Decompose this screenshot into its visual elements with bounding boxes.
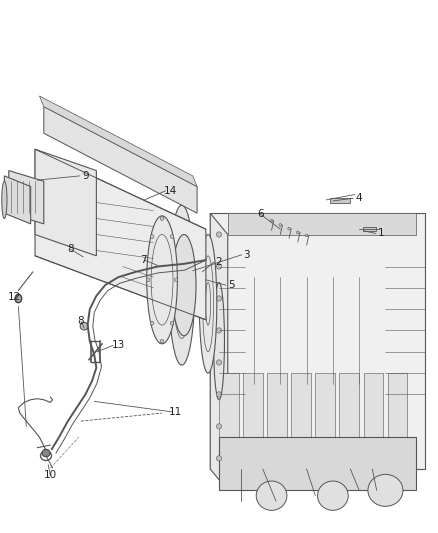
Text: 10: 10: [44, 471, 57, 480]
Text: 1: 1: [378, 229, 385, 238]
Polygon shape: [291, 373, 311, 469]
Ellipse shape: [318, 481, 348, 511]
Polygon shape: [267, 373, 287, 469]
Polygon shape: [388, 373, 407, 469]
Ellipse shape: [216, 360, 222, 365]
Ellipse shape: [160, 217, 164, 221]
Ellipse shape: [42, 449, 50, 457]
Text: 14: 14: [164, 186, 177, 196]
Ellipse shape: [270, 220, 273, 222]
Ellipse shape: [199, 235, 217, 373]
Polygon shape: [219, 437, 416, 490]
Text: 2: 2: [215, 257, 223, 267]
Ellipse shape: [279, 224, 282, 226]
Polygon shape: [219, 373, 239, 469]
Ellipse shape: [216, 232, 222, 237]
Ellipse shape: [147, 216, 177, 344]
Text: 3: 3: [243, 250, 250, 260]
Ellipse shape: [216, 456, 222, 461]
Ellipse shape: [150, 321, 154, 325]
Text: 11: 11: [169, 407, 182, 417]
Polygon shape: [363, 227, 376, 231]
Ellipse shape: [368, 474, 403, 506]
Ellipse shape: [216, 264, 222, 269]
Polygon shape: [330, 198, 350, 203]
Ellipse shape: [15, 294, 22, 303]
Ellipse shape: [216, 296, 222, 301]
Ellipse shape: [170, 321, 174, 325]
Polygon shape: [315, 373, 335, 469]
Ellipse shape: [216, 328, 222, 333]
Text: 6: 6: [257, 209, 264, 219]
Ellipse shape: [2, 181, 7, 219]
Ellipse shape: [305, 235, 308, 237]
Text: 13: 13: [112, 341, 125, 350]
Ellipse shape: [170, 235, 174, 238]
Text: 9: 9: [82, 171, 89, 181]
Ellipse shape: [150, 235, 154, 238]
Ellipse shape: [172, 235, 196, 336]
Ellipse shape: [216, 424, 222, 429]
Ellipse shape: [256, 481, 287, 511]
Polygon shape: [35, 149, 206, 320]
Ellipse shape: [160, 340, 164, 343]
Polygon shape: [44, 107, 197, 213]
Polygon shape: [210, 213, 228, 490]
Polygon shape: [243, 373, 263, 469]
Ellipse shape: [174, 278, 178, 281]
Ellipse shape: [169, 205, 195, 365]
Text: 8: 8: [78, 317, 85, 326]
Polygon shape: [210, 213, 425, 469]
Text: 5: 5: [228, 280, 235, 290]
Polygon shape: [4, 176, 31, 224]
Polygon shape: [39, 96, 197, 187]
Ellipse shape: [216, 392, 222, 397]
Ellipse shape: [214, 282, 224, 400]
Text: 12: 12: [7, 293, 21, 302]
Polygon shape: [339, 373, 359, 469]
Polygon shape: [228, 213, 416, 235]
Ellipse shape: [146, 278, 150, 281]
Polygon shape: [9, 171, 44, 224]
Polygon shape: [35, 149, 96, 256]
Text: 7: 7: [140, 255, 147, 265]
Ellipse shape: [80, 322, 88, 330]
Polygon shape: [364, 373, 383, 469]
Text: 8: 8: [67, 245, 74, 254]
Ellipse shape: [297, 231, 299, 233]
Text: 4: 4: [355, 193, 362, 203]
Ellipse shape: [288, 228, 290, 230]
